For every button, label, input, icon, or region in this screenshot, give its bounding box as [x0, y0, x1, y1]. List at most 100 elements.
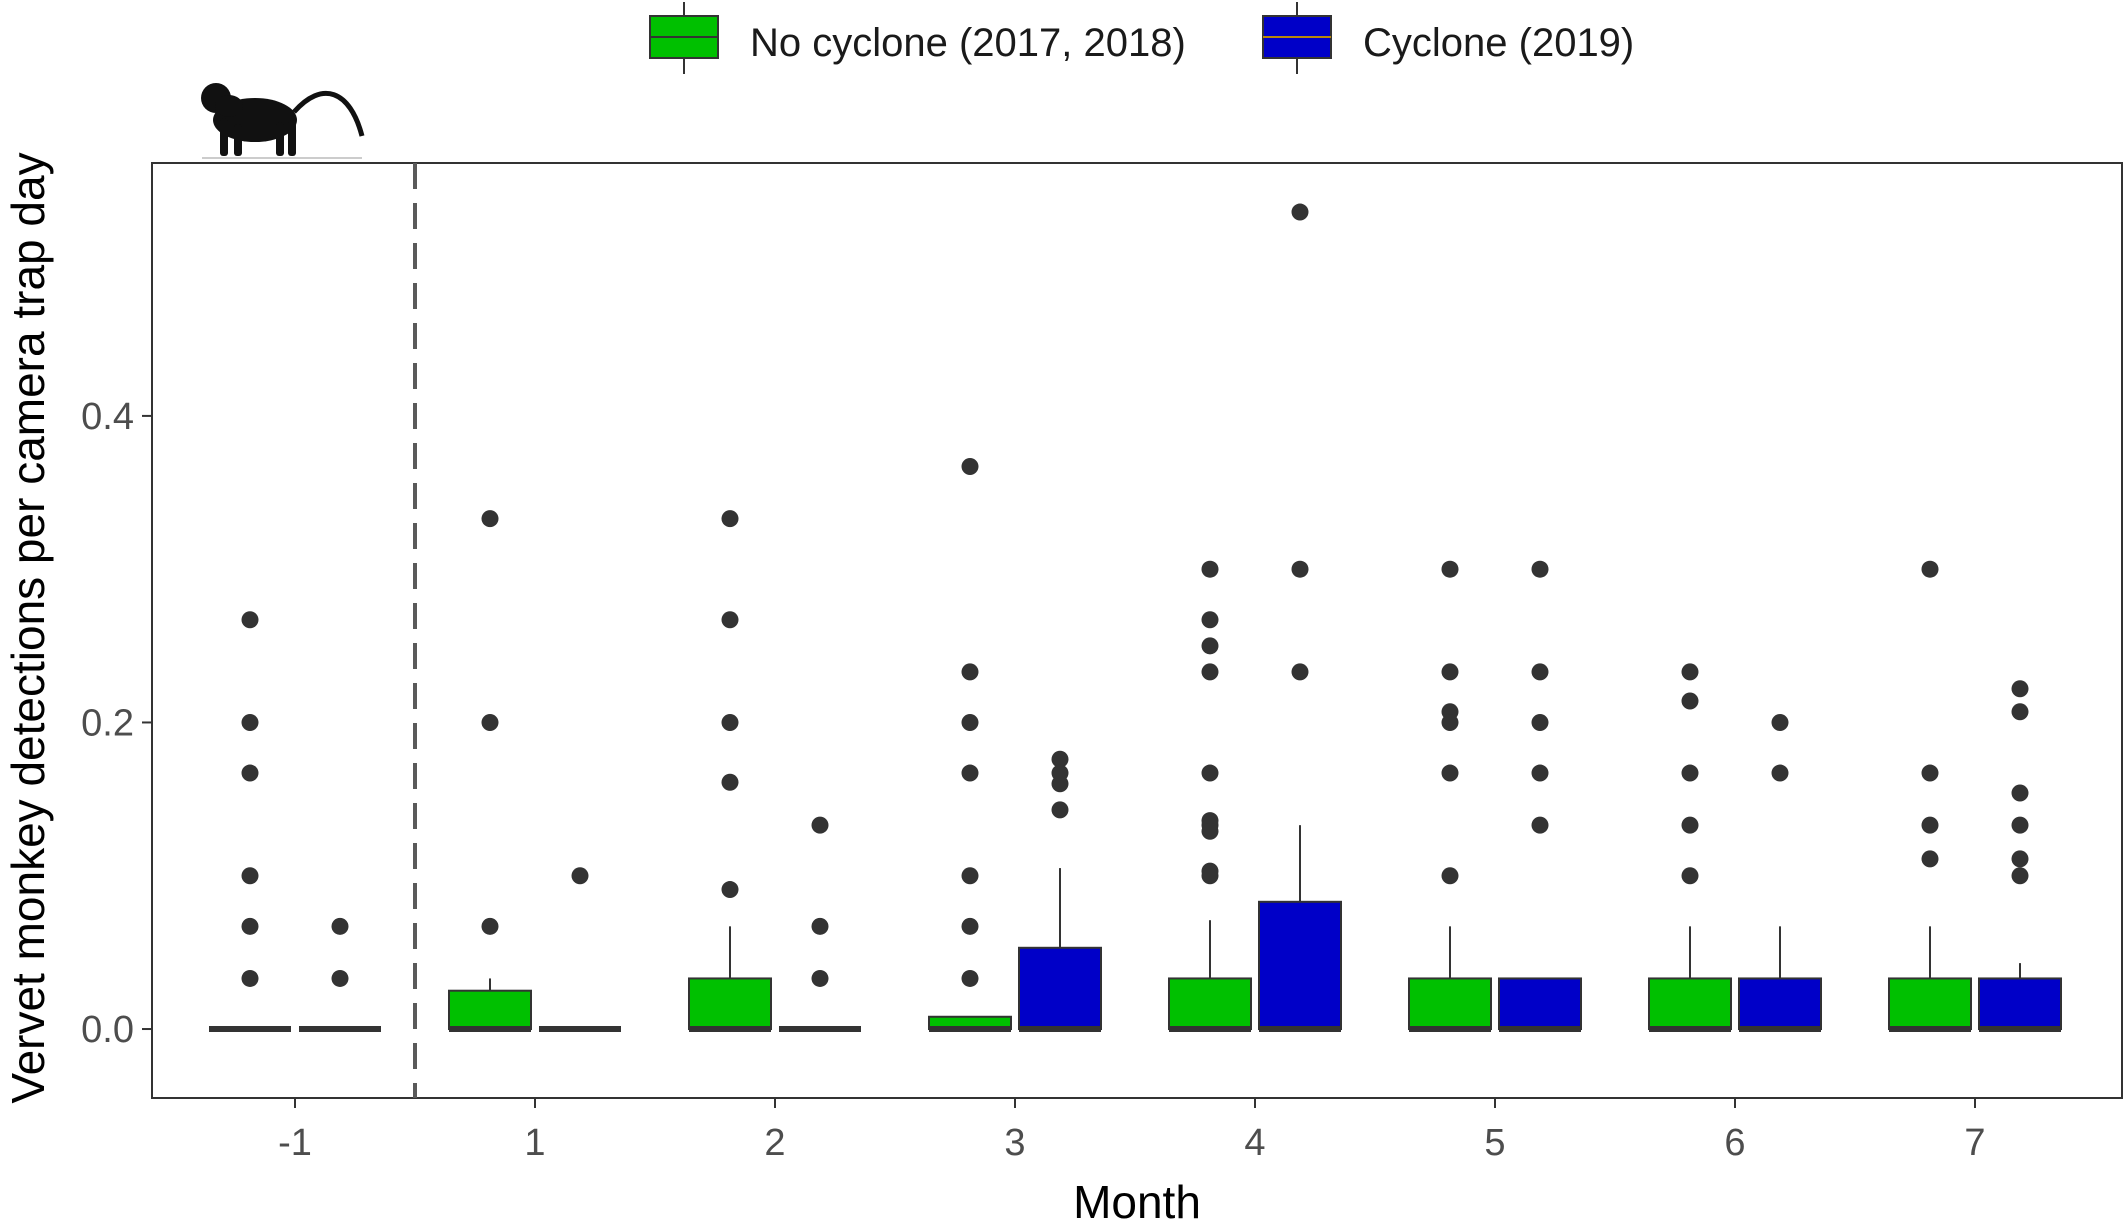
outlier-point	[811, 816, 829, 834]
box-cyclone-month-5[interactable]	[1498, 560, 1582, 1033]
outlier-point	[1201, 663, 1219, 681]
y-axis-title: Vervet monkey detections per camera trap…	[2, 152, 54, 1103]
outlier-point	[1441, 713, 1459, 731]
outlier-point	[241, 764, 259, 782]
outlier-point	[961, 713, 979, 731]
legend-label-no-cyclone: No cyclone (2017, 2018)	[750, 21, 1186, 65]
outlier-point	[1681, 764, 1699, 782]
outlier-point	[1051, 801, 1069, 819]
outlier-point	[331, 917, 349, 935]
outlier-point	[1771, 764, 1789, 782]
box-body	[1648, 977, 1732, 1031]
box-cyclone-month-3[interactable]	[1018, 750, 1102, 1033]
outlier-point	[1681, 692, 1699, 710]
outlier-point	[1921, 850, 1939, 868]
box-no-cyclone-month-7[interactable]	[1888, 560, 1972, 1033]
outlier-point	[961, 663, 979, 681]
outlier-point	[2011, 816, 2029, 834]
box-no-cyclone-month-5[interactable]	[1408, 560, 1492, 1033]
outlier-point	[241, 917, 259, 935]
outlier-point	[721, 510, 739, 528]
outlier-point	[961, 867, 979, 885]
outlier-point	[1291, 203, 1309, 221]
outlier-point	[961, 457, 979, 475]
box-body	[1498, 977, 1582, 1031]
box-body	[1738, 977, 1822, 1031]
outlier-point	[1531, 713, 1549, 731]
x-tick-label: 1	[524, 1122, 545, 1164]
outlier-point	[1681, 867, 1699, 885]
legend-label-cyclone: Cyclone (2019)	[1363, 21, 1634, 65]
box-body	[1978, 977, 2062, 1031]
outlier-point	[1681, 663, 1699, 681]
outlier-point	[1531, 816, 1549, 834]
x-tick-label: -1	[278, 1122, 312, 1164]
box-cyclone-month-4[interactable]	[1258, 203, 1342, 1033]
outlier-point	[1921, 816, 1939, 834]
y-tick-label: 0.0	[81, 1009, 134, 1051]
outlier-point	[2011, 703, 2029, 721]
x-axis: -1 1 2 3 4 5 6 7	[278, 1098, 1986, 1164]
outlier-point	[1921, 560, 1939, 578]
legend-item-cyclone[interactable]: Cyclone (2019)	[1262, 2, 1634, 74]
outlier-point	[571, 867, 589, 885]
y-tick-label: 0.2	[81, 702, 134, 744]
box-no-cyclone-month-2[interactable]	[688, 510, 772, 1033]
y-tick-label: 0.4	[81, 396, 134, 438]
x-tick-label: 7	[1964, 1122, 1985, 1164]
box-cyclone-month-7[interactable]	[1978, 680, 2062, 1033]
outlier-point	[1051, 750, 1069, 768]
box-body	[1168, 977, 1252, 1031]
box-body	[1258, 900, 1342, 1031]
box-no-cyclone-month-4[interactable]	[1168, 560, 1252, 1033]
outlier-point	[241, 611, 259, 629]
box-cyclone-month-1[interactable]	[539, 867, 621, 1033]
outlier-point	[1921, 764, 1939, 782]
outlier-point	[1441, 764, 1459, 782]
box-body	[1408, 977, 1492, 1031]
outlier-point	[2011, 680, 2029, 698]
outlier-point	[241, 969, 259, 987]
outlier-point	[1681, 816, 1699, 834]
outlier-point	[1291, 560, 1309, 578]
outlier-point	[1051, 775, 1069, 793]
x-axis-title: Month	[1073, 1176, 1201, 1225]
outlier-point	[1201, 611, 1219, 629]
box-cyclone-month-6[interactable]	[1738, 713, 1822, 1033]
box-no-cyclone-month-3[interactable]	[928, 457, 1012, 1033]
outlier-point	[721, 611, 739, 629]
outlier-point	[1201, 560, 1219, 578]
outlier-point	[721, 881, 739, 899]
outlier-point	[961, 764, 979, 782]
box-body	[688, 977, 772, 1031]
outlier-point	[721, 773, 739, 791]
outlier-point	[1441, 560, 1459, 578]
box-no-cyclone-month-1[interactable]	[448, 510, 532, 1033]
outlier-point	[1531, 764, 1549, 782]
box-body	[1018, 946, 1102, 1031]
outlier-point	[481, 917, 499, 935]
outlier-point	[481, 713, 499, 731]
outlier-point	[1771, 713, 1789, 731]
outlier-point	[241, 867, 259, 885]
outlier-point	[961, 917, 979, 935]
box-no-cyclone-month-1[interactable]	[209, 611, 291, 1033]
box-cyclone-month-2[interactable]	[779, 816, 861, 1033]
outlier-point	[1201, 867, 1219, 885]
outlier-point	[961, 969, 979, 987]
legend: No cyclone (2017, 2018) Cyclone (2019)	[649, 2, 1634, 74]
box-body	[1888, 977, 1972, 1031]
outlier-point	[1201, 764, 1219, 782]
x-tick-label: 2	[764, 1122, 785, 1164]
outlier-point	[2011, 850, 2029, 868]
box-cyclone-month-1[interactable]	[299, 917, 381, 1033]
y-axis: 0.0 0.2 0.4	[81, 396, 152, 1051]
x-tick-label: 3	[1004, 1122, 1025, 1164]
legend-item-no-cyclone[interactable]: No cyclone (2017, 2018)	[649, 2, 1186, 74]
plot-panel	[151, 162, 2123, 1099]
outlier-point	[1201, 822, 1219, 840]
outlier-point	[1531, 560, 1549, 578]
box-no-cyclone-month-6[interactable]	[1648, 663, 1732, 1033]
outlier-point	[1441, 867, 1459, 885]
